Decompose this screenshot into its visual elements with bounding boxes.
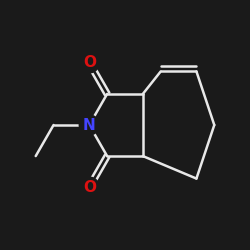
Circle shape	[79, 53, 99, 73]
Text: O: O	[83, 180, 96, 195]
Circle shape	[79, 115, 99, 135]
Text: O: O	[83, 55, 96, 70]
Text: N: N	[83, 118, 96, 132]
Circle shape	[79, 177, 99, 197]
